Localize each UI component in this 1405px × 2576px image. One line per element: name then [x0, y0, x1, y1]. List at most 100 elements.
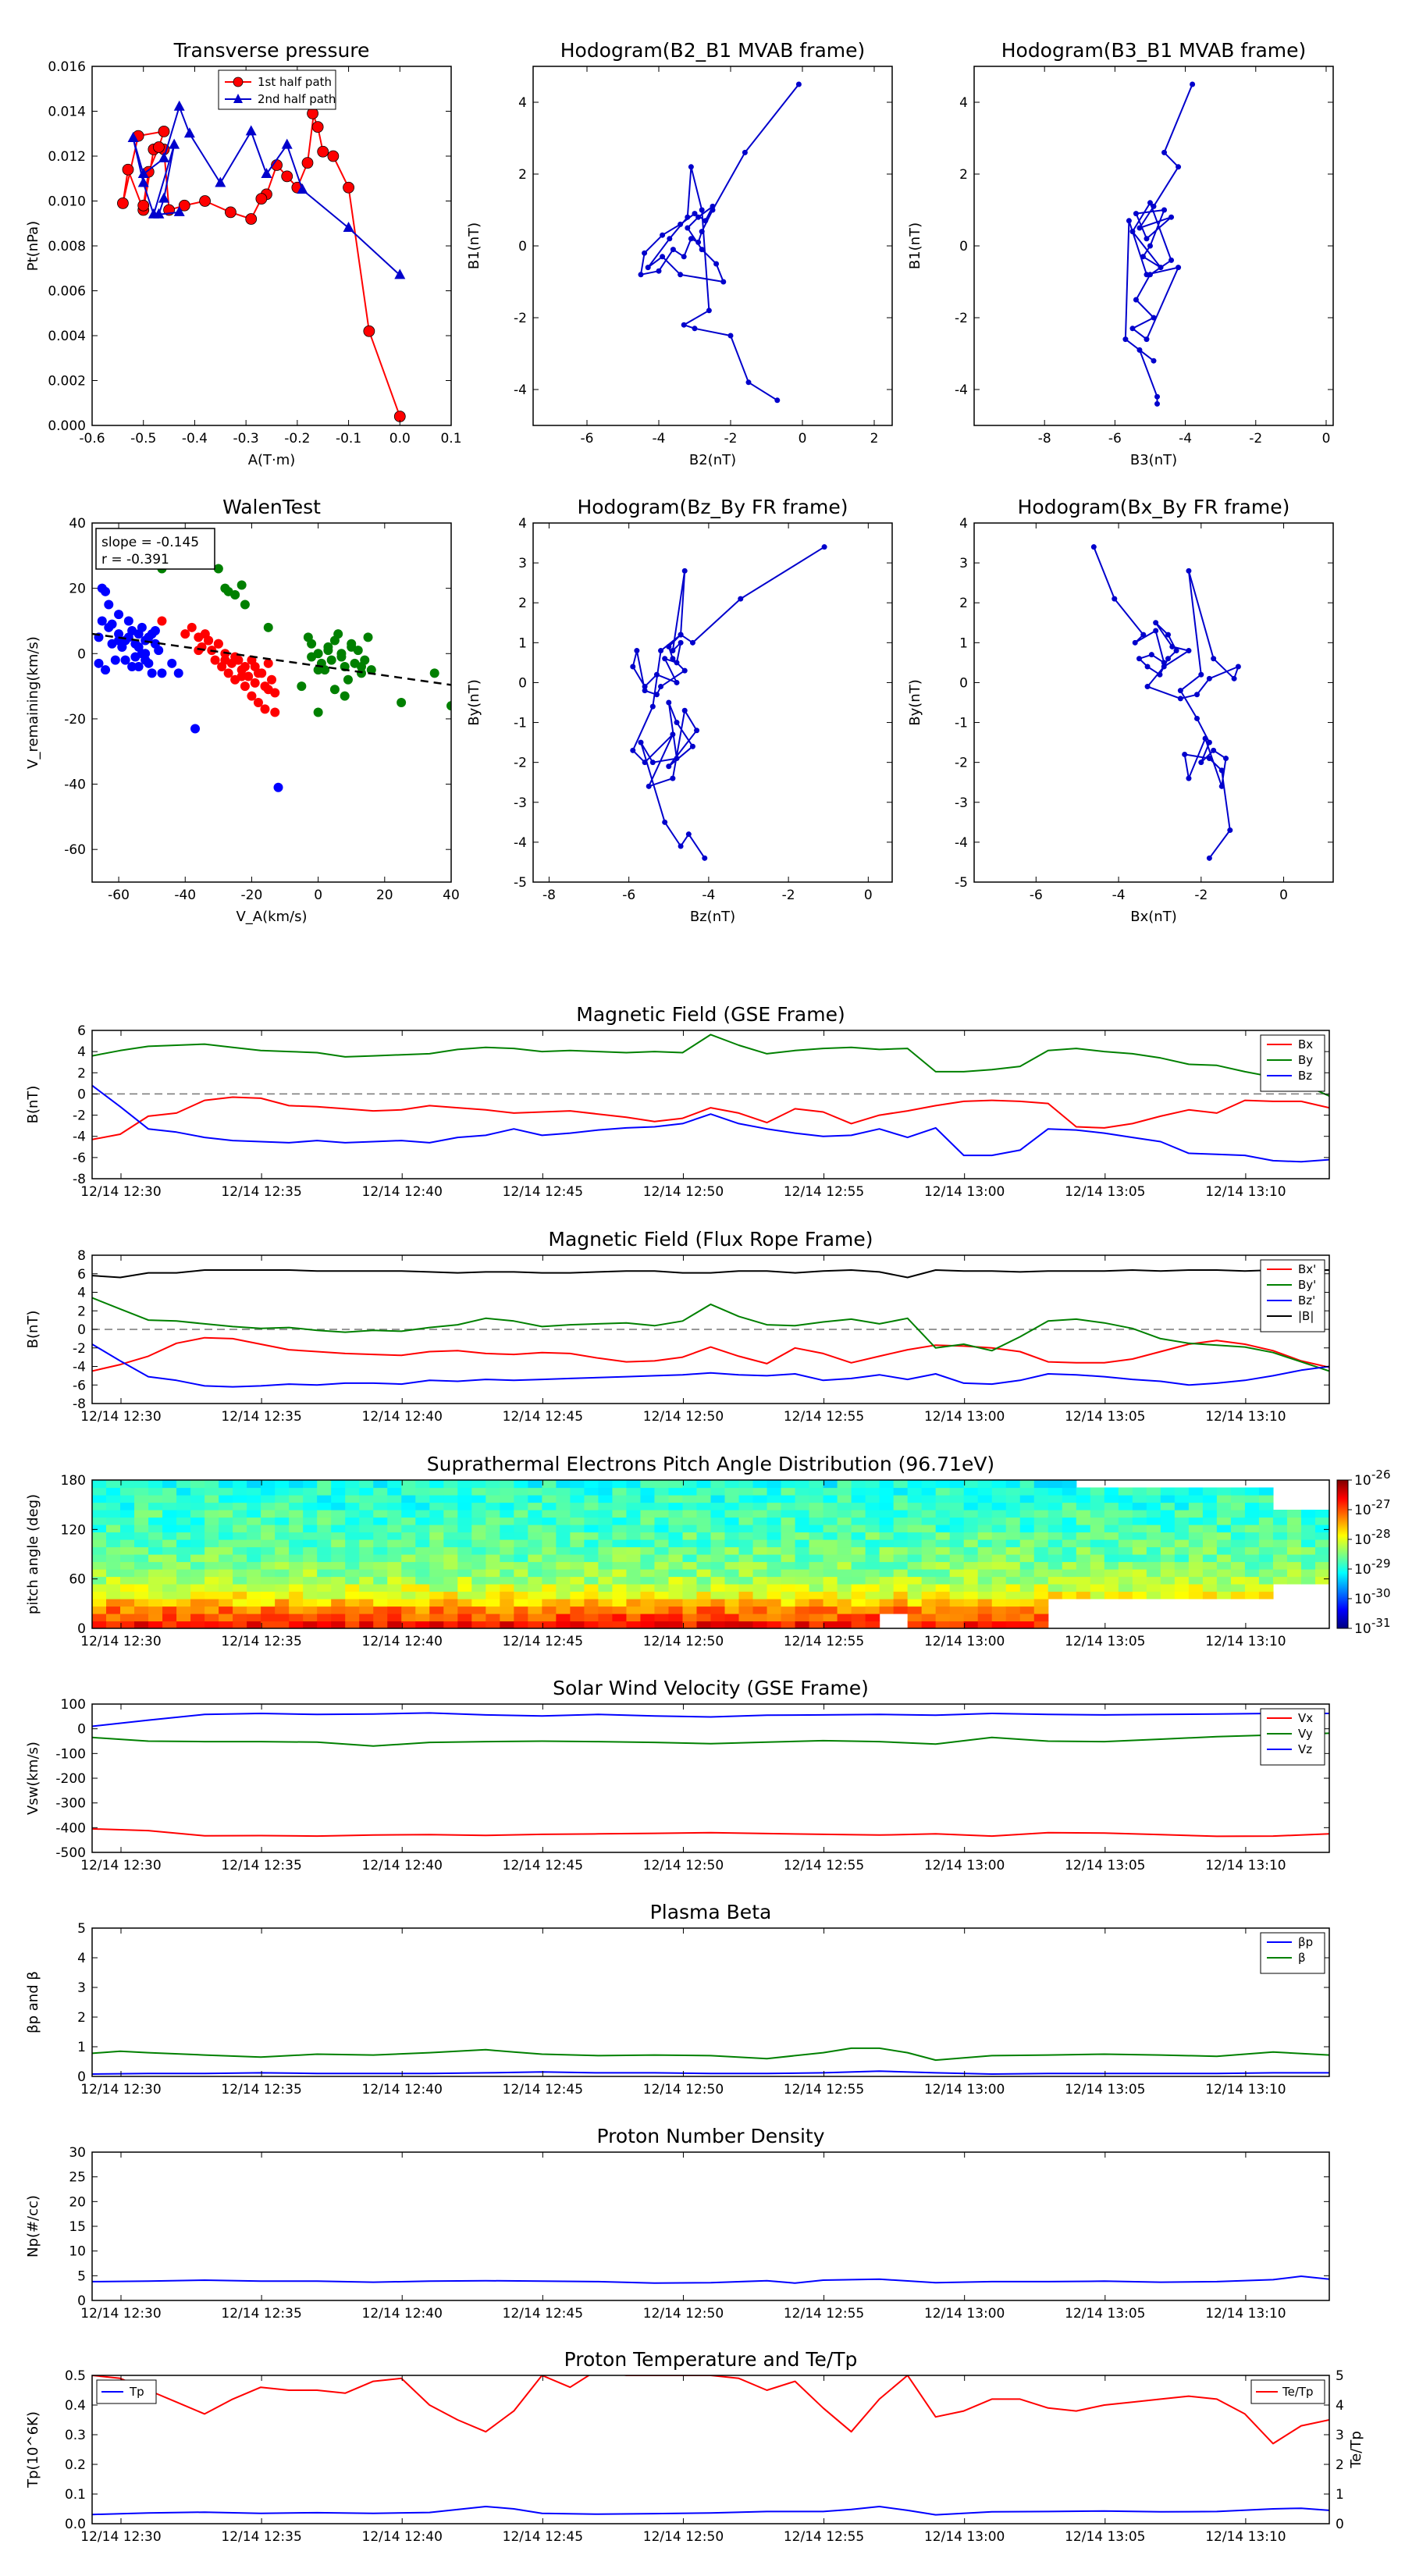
heatmap-cell [907, 1495, 923, 1503]
heatmap-cell [668, 1591, 684, 1599]
heatmap-cell [921, 1584, 937, 1592]
heatmap-cell [893, 1606, 909, 1614]
heatmap-cell [1160, 1576, 1176, 1585]
heatmap-cell [1062, 1495, 1077, 1503]
heatmap-cell [1005, 1487, 1021, 1496]
heatmap-cell [598, 1502, 614, 1510]
heatmap-cell [1118, 1561, 1133, 1570]
heatmap-cell [1048, 1561, 1063, 1570]
heatmap-cell [893, 1569, 909, 1578]
heatmap-cell [1188, 1525, 1204, 1533]
heatmap-cell [851, 1510, 866, 1518]
heatmap-cell [1033, 1606, 1049, 1614]
heatmap-cell [205, 1517, 219, 1525]
plot-area [92, 66, 451, 425]
heatmap-cell [1104, 1584, 1119, 1592]
heatmap-cell [1146, 1584, 1161, 1592]
heatmap-cell [387, 1510, 402, 1518]
data-point [1182, 751, 1188, 757]
heatmap-cell [1146, 1554, 1161, 1563]
heatmap-cell [570, 1599, 585, 1607]
heatmap-cell [654, 1599, 670, 1607]
heatmap-cell [963, 1591, 979, 1599]
data-point [173, 205, 185, 216]
heatmap-cell [106, 1495, 121, 1503]
heatmap-cell [120, 1495, 135, 1503]
heatmap-cell [1230, 1554, 1246, 1563]
heatmap-cell [1076, 1517, 1091, 1525]
y-tick-label: 4 [959, 516, 968, 532]
heatmap-cell [345, 1614, 360, 1622]
heatmap-cell [443, 1569, 458, 1578]
heatmap-cell [415, 1502, 430, 1510]
heatmap-cell [1174, 1532, 1190, 1540]
heatmap-cell [457, 1495, 472, 1503]
heatmap-cell [809, 1584, 824, 1592]
heatmap-cell [120, 1487, 135, 1496]
heatmap-cell [106, 1576, 121, 1585]
data-point [1144, 236, 1150, 242]
heatmap-cell [1216, 1487, 1232, 1496]
heatmap-cell [486, 1561, 500, 1570]
heatmap-cell [752, 1621, 768, 1628]
chart-vsw: Solar Wind Velocity (GSE Frame)-500-400-… [25, 1677, 1330, 1873]
heatmap-cell [640, 1532, 656, 1540]
heatmap-cell [935, 1495, 951, 1503]
heatmap-cell [1019, 1546, 1035, 1555]
heatmap-cell [1202, 1576, 1218, 1585]
heatmap-cell [626, 1487, 642, 1496]
heatmap-cell [795, 1554, 810, 1563]
scatter-point [260, 704, 270, 714]
heatmap-cell [190, 1525, 205, 1533]
heatmap-cell [921, 1539, 937, 1548]
series-line [92, 1269, 1329, 1279]
heatmap-cell [303, 1517, 318, 1525]
scatter-point [167, 658, 177, 668]
heatmap-cell [1160, 1569, 1176, 1578]
heatmap-cell [317, 1546, 332, 1555]
y-tick-label: -4 [73, 1130, 86, 1145]
series-line [92, 1084, 1329, 1163]
heatmap-cell [275, 1525, 290, 1533]
heatmap-cell [977, 1532, 993, 1540]
heatmap-cell [1244, 1495, 1260, 1503]
heatmap-cell [317, 1539, 332, 1548]
heatmap-cell [781, 1561, 796, 1570]
data-point [1190, 81, 1196, 87]
x-tick-label: 12/14 12:55 [784, 1634, 864, 1649]
scatter-point [123, 616, 133, 626]
heatmap-cell [1118, 1517, 1133, 1525]
data-point [630, 664, 636, 670]
heatmap-cell [1258, 1525, 1274, 1533]
heatmap-cell [247, 1606, 261, 1614]
x-tick-label: -40 [174, 888, 196, 903]
heatmap-cell [752, 1606, 768, 1614]
heatmap-cell [977, 1599, 993, 1607]
heatmap-cell [1019, 1502, 1035, 1510]
heatmap-cell [612, 1554, 628, 1563]
heatmap-cell [1146, 1569, 1161, 1578]
data-point [720, 279, 727, 285]
y-tick-label: -4 [514, 382, 527, 398]
y-tick-label: 180 [61, 1473, 86, 1489]
heatmap-cell [823, 1621, 838, 1628]
heatmap-cell [162, 1525, 177, 1533]
heatmap-cell [148, 1614, 163, 1622]
heatmap-cell [570, 1576, 585, 1585]
heatmap-cell [486, 1599, 500, 1607]
series-line [132, 105, 400, 276]
heatmap-cell [233, 1561, 247, 1570]
heatmap-cell [1062, 1510, 1077, 1518]
heatmap-cell [935, 1525, 951, 1533]
heatmap-cell [486, 1539, 500, 1548]
heatmap-cell [331, 1554, 346, 1563]
heatmap-cell [1076, 1525, 1091, 1533]
heatmap-cell [219, 1576, 233, 1585]
heatmap-cell [907, 1546, 923, 1555]
heatmap-cell [1258, 1584, 1274, 1592]
heatmap-cell [907, 1621, 923, 1628]
heatmap-cell [949, 1539, 965, 1548]
heatmap-cell [752, 1576, 768, 1585]
heatmap-cell [837, 1480, 852, 1489]
heatmap-cell [1216, 1517, 1232, 1525]
